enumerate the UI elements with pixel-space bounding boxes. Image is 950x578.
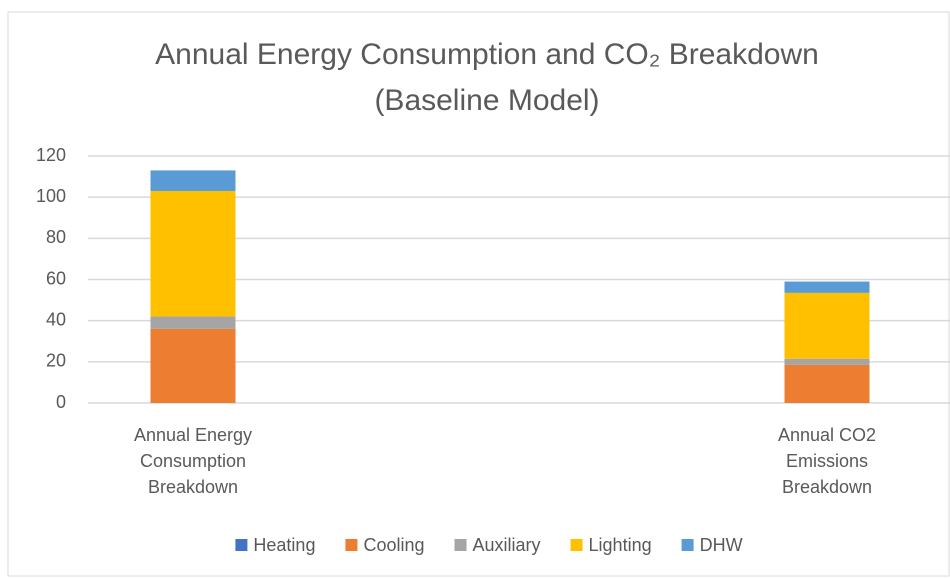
y-tick-label: 40 [46, 309, 66, 329]
legend-swatch [345, 539, 358, 551]
bar-segment [784, 364, 870, 403]
bar-segment [150, 328, 236, 403]
y-tick-label: 80 [46, 227, 66, 247]
legend-label: Auxiliary [473, 535, 541, 555]
y-tick-label: 0 [56, 392, 66, 412]
bar-segment [784, 281, 870, 293]
chart-border [7, 11, 950, 577]
bar-segment [150, 316, 236, 329]
legend-label: Cooling [363, 535, 424, 555]
legend-label: DHW [700, 535, 743, 555]
y-tick-label: 100 [36, 186, 66, 206]
legend-swatch [570, 539, 583, 551]
legend-swatch [235, 539, 248, 551]
y-tick-label: 60 [46, 268, 66, 288]
x-tick-label: Annual Energy Consumption Breakdown [133, 425, 253, 497]
bar-segment [784, 358, 870, 365]
bar-segment [784, 292, 870, 359]
legend-label: Lighting [589, 535, 652, 555]
bar-segment [150, 170, 236, 191]
bar-segment [150, 190, 236, 317]
legend-swatch [681, 539, 694, 551]
y-tick-label: 20 [46, 351, 66, 371]
chart-title: (Baseline Model) [374, 84, 599, 117]
chart-title: Annual Energy Consumption and CO₂ Breakd… [155, 38, 819, 71]
x-tick-label: Annual CO2 Emissions Breakdown [777, 425, 877, 497]
y-tick-label: 120 [36, 145, 66, 165]
legend-swatch [454, 539, 467, 551]
legend-label: Heating [253, 535, 315, 555]
